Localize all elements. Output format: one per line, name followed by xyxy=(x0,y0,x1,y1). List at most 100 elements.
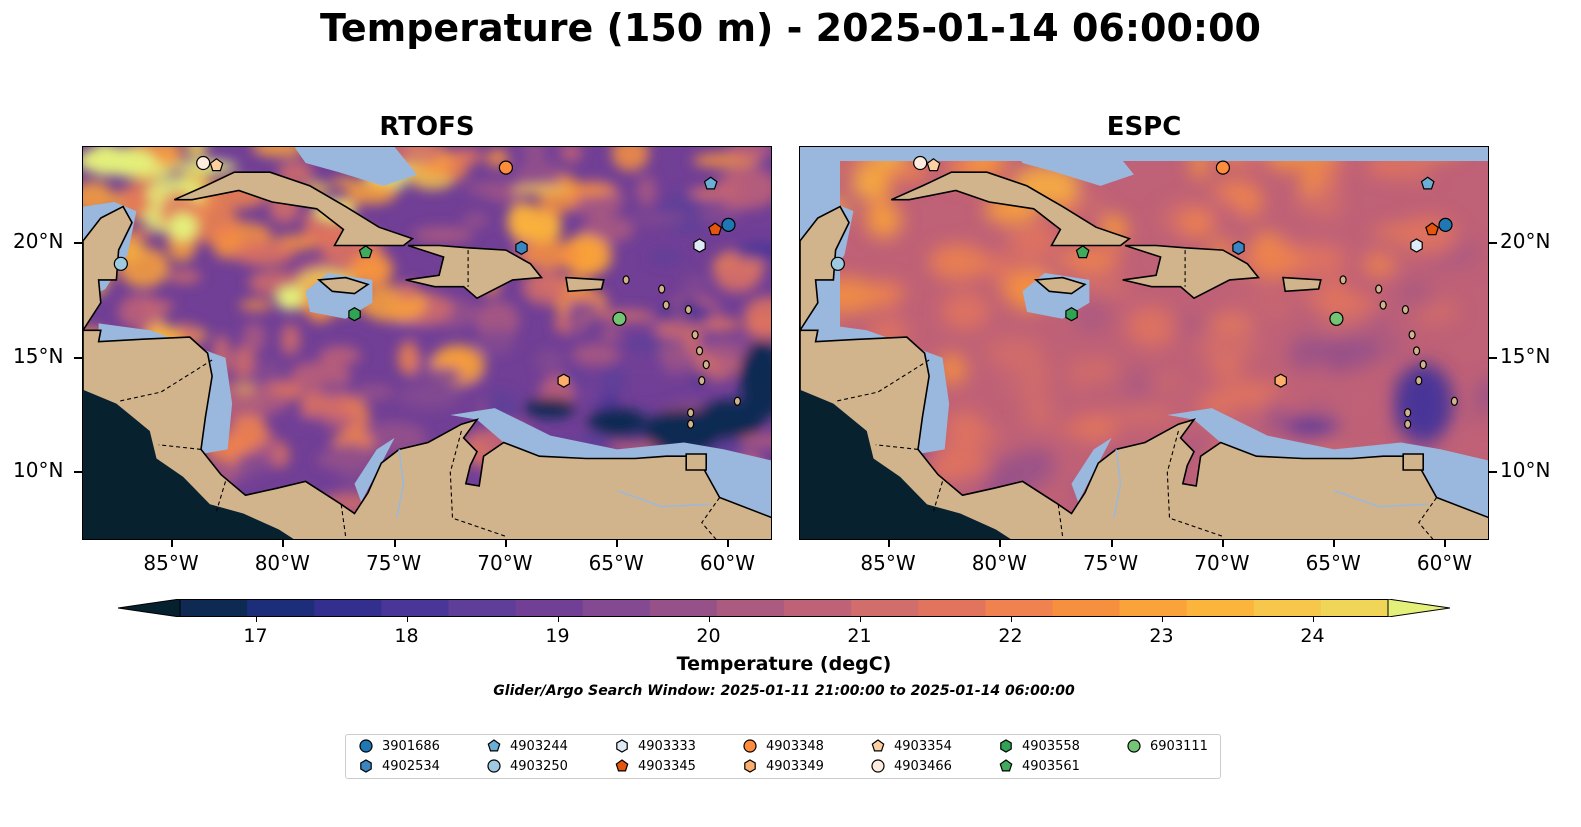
legend-label: 3901686 xyxy=(382,738,440,754)
country-border xyxy=(701,497,721,539)
lon-tick-mark xyxy=(727,540,730,547)
legend-marker-circle-icon xyxy=(743,739,757,753)
country-border xyxy=(449,430,507,537)
legend-item-6903111: 6903111 xyxy=(1126,738,1208,754)
float-marker-4903466 xyxy=(196,155,211,171)
figure-title: Temperature (150 m) - 2025-01-14 06:00:0… xyxy=(319,6,1261,50)
legend-marker xyxy=(871,739,885,752)
legend-label: 4903250 xyxy=(510,758,568,774)
float-marker-4903558 xyxy=(1065,307,1078,322)
lat-tick-label: 10°N xyxy=(13,458,64,483)
shelf-venshelf xyxy=(450,408,771,518)
float-marker-4903349 xyxy=(1274,373,1287,388)
legend-marker xyxy=(1000,739,1012,753)
colorbar-segment xyxy=(1186,599,1255,617)
float-marker-3901686 xyxy=(721,217,736,232)
island xyxy=(1412,346,1421,356)
float-marker-4903349 xyxy=(557,373,570,388)
island xyxy=(662,300,670,310)
island xyxy=(1375,284,1383,294)
colorbar-tick-label: 18 xyxy=(394,625,419,647)
shelf-colshelf xyxy=(354,437,395,503)
colorbar-tick-mark xyxy=(557,617,559,622)
map-panel-rtofs xyxy=(82,146,772,540)
float-marker-3901686 xyxy=(1438,217,1453,232)
colorbar-segment xyxy=(247,599,315,617)
colorbar-tick-label: 24 xyxy=(1300,625,1325,647)
panel-title-espc: ESPC xyxy=(1106,112,1182,142)
lon-tick-mark xyxy=(1444,540,1447,547)
legend-marker-hexagon-icon xyxy=(616,739,628,753)
legend-marker xyxy=(616,739,628,753)
legend-item-4903558: 4903558 xyxy=(998,738,1080,754)
legend-marker-pentagon-icon xyxy=(871,739,885,752)
land-hispaniola xyxy=(1122,244,1261,300)
float-marker-6903111 xyxy=(1329,311,1344,326)
colorbar-tick-label: 20 xyxy=(696,625,721,647)
colorbar-tick-mark xyxy=(406,617,408,622)
lat-tick-label: 15°N xyxy=(13,343,64,368)
island xyxy=(695,346,704,356)
island xyxy=(1408,330,1416,340)
colorbar-segment xyxy=(1052,599,1121,617)
legend-item-4903244: 4903244 xyxy=(486,738,568,754)
lon-tick-label: 75°W xyxy=(1082,551,1139,575)
lon-tick-mark xyxy=(1221,540,1224,547)
legend-item-4903561: 4903561 xyxy=(998,758,1080,774)
legend-label: 4903354 xyxy=(894,738,952,754)
colorbar-segment xyxy=(515,599,584,617)
float-marker-4903354 xyxy=(209,158,224,172)
island xyxy=(691,330,699,340)
lat-tick-label: 20°N xyxy=(1500,229,1551,254)
shelf-venshelf xyxy=(1167,408,1488,518)
legend-marker xyxy=(487,759,501,773)
legend-label: 4903348 xyxy=(766,738,824,754)
lon-tick-mark xyxy=(616,540,619,547)
legend-marker xyxy=(744,759,756,773)
float-marker-4903561 xyxy=(358,245,373,259)
country-border xyxy=(875,444,919,450)
island xyxy=(1379,300,1387,310)
lat-tick-label: 15°N xyxy=(1500,343,1551,368)
float-marker-6903111 xyxy=(612,311,627,326)
legend-marker-pentagon-icon xyxy=(487,739,501,752)
float-marker-4903345 xyxy=(708,222,723,236)
land-central xyxy=(800,329,1488,539)
map-rtofs xyxy=(83,147,771,539)
lon-tick-label: 65°W xyxy=(1305,551,1361,575)
colorbar-segment xyxy=(918,599,986,617)
legend-item-4903345: 4903345 xyxy=(614,758,696,774)
country-border xyxy=(340,504,347,537)
float-marker-4903466 xyxy=(913,155,928,171)
pacific-coast xyxy=(800,389,1011,539)
lon-tick-label: 80°W xyxy=(971,551,1027,575)
colorbar-tick-label: 23 xyxy=(1149,625,1174,647)
legend-marker xyxy=(615,759,629,772)
legend-label: 4903345 xyxy=(638,758,696,774)
island xyxy=(1419,360,1427,370)
legend-marker-hexagon-icon xyxy=(360,759,372,773)
lat-tick-mark xyxy=(74,471,82,474)
lat-tick-mark xyxy=(74,356,82,359)
legend-item-4903348: 4903348 xyxy=(742,738,824,754)
float-marker-4903348 xyxy=(1215,160,1231,175)
search-window-text: Glider/Argo Search Window: 2025-01-11 21… xyxy=(493,683,1075,699)
legend-marker xyxy=(487,739,501,752)
map-panel-espc xyxy=(799,146,1489,540)
legend-marker-hexagon-icon xyxy=(1000,739,1012,753)
colorbar xyxy=(118,599,1450,617)
float-marker-4903250 xyxy=(113,256,128,271)
legend-item-4903349: 4903349 xyxy=(742,758,824,774)
colorbar-segment xyxy=(1320,599,1389,617)
island xyxy=(1450,396,1458,406)
legend-label: 4903244 xyxy=(510,738,568,754)
legend-marker-circle-icon xyxy=(487,759,501,773)
legend-marker-circle-icon xyxy=(359,739,373,753)
colorbar-segment xyxy=(716,599,785,617)
legend-marker xyxy=(1127,739,1141,753)
lon-tick-label: 85°W xyxy=(860,551,916,575)
island xyxy=(702,360,710,370)
legend-label: 4903333 xyxy=(638,738,696,754)
colorbar-tick-label: 21 xyxy=(847,625,872,647)
legend-marker xyxy=(871,759,885,773)
